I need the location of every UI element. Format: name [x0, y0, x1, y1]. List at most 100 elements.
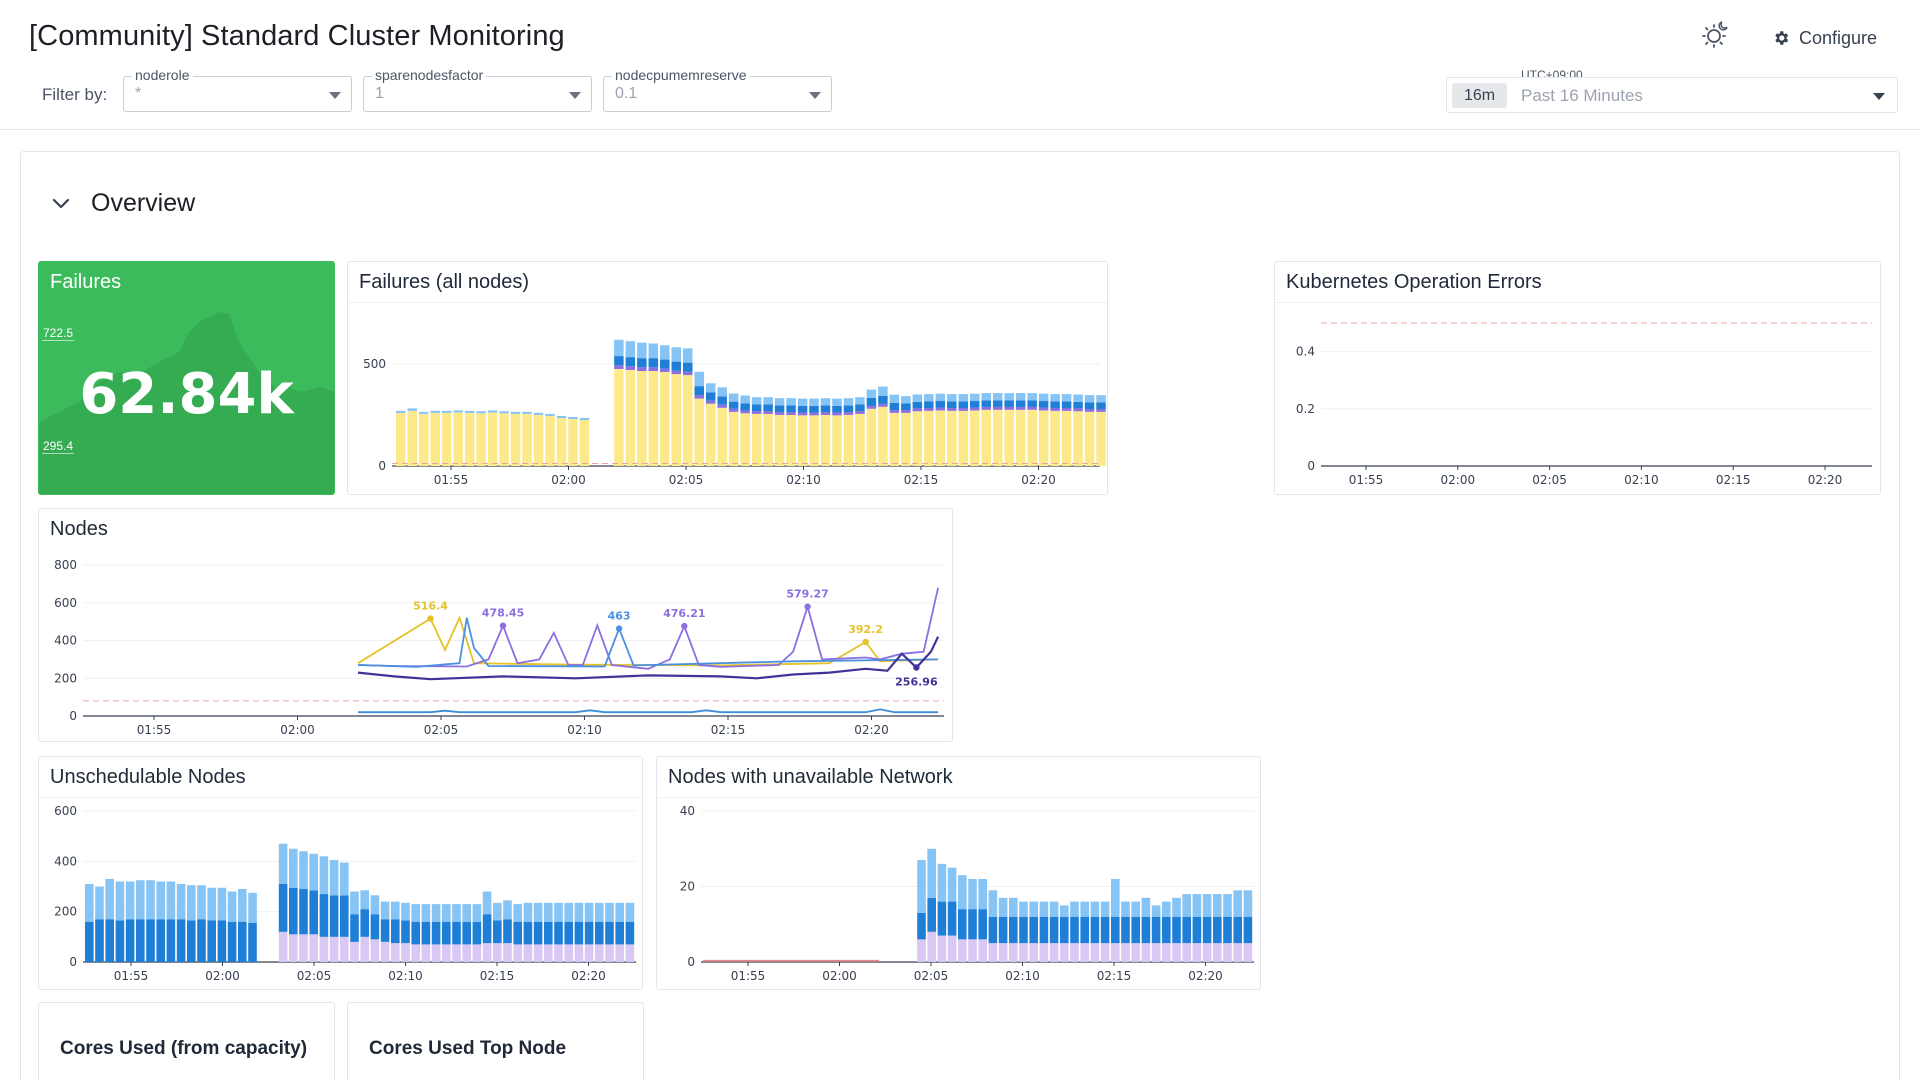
bar-segment — [1015, 409, 1026, 466]
bar-segment — [350, 891, 359, 915]
bar-segment — [156, 919, 165, 962]
bar-segment — [499, 413, 509, 466]
bar-segment — [832, 415, 842, 466]
bar-segment — [510, 411, 521, 414]
bar-segment — [1162, 916, 1171, 944]
cores-used-widget[interactable]: Cores Used (from capacity) — [38, 1002, 335, 1080]
unschedulable-chart[interactable]: 0 200 400 600 01:55 02:00 02:05 02:10 02:15 02:20 — [39, 798, 643, 990]
bar-segment — [843, 414, 854, 466]
filter-label: noderole — [132, 66, 193, 84]
bar-segment — [615, 944, 624, 962]
bar-segment — [278, 931, 288, 962]
bar-segment — [493, 902, 502, 921]
y-tick-label: 0 — [69, 709, 77, 723]
bar-segment — [970, 410, 980, 466]
bar-segment — [1070, 901, 1079, 917]
configure-button[interactable]: Configure — [1772, 24, 1877, 52]
bar-segment — [740, 413, 750, 466]
bar-segment — [309, 890, 318, 935]
bar-segment — [1172, 916, 1181, 944]
bar-segment — [705, 392, 716, 401]
bar-segment — [820, 398, 831, 406]
bar-segment — [487, 410, 498, 413]
sun-moon-icon[interactable] — [1700, 20, 1730, 50]
bar-segment — [988, 943, 998, 962]
bar-segment — [1182, 894, 1191, 917]
bar-segment — [1015, 406, 1026, 410]
bar-segment — [146, 880, 155, 920]
bar-segment — [441, 412, 452, 466]
y-tick-label: 800 — [54, 558, 77, 572]
failures-widget[interactable]: Failures 722.5 295.4 62.84k — [38, 261, 335, 495]
bar-segment — [545, 415, 555, 466]
chevron-down-icon[interactable] — [52, 195, 70, 213]
bar-segment — [866, 408, 877, 466]
bar-segment — [968, 878, 977, 910]
bar-segment — [751, 404, 762, 412]
bar-segment — [978, 909, 987, 940]
filter-sparenodesfactor[interactable]: sparenodesfactor 1 — [363, 66, 592, 112]
bar-segment — [564, 944, 573, 962]
x-tick-label: 02:05 — [424, 723, 459, 737]
failures-all-chart[interactable]: 0 500 01:55 02:00 02:05 02:10 02:15 02:20 — [348, 303, 1108, 495]
bar-segment — [614, 365, 624, 369]
bar-segment — [1039, 943, 1049, 962]
bar-segment — [533, 412, 544, 415]
bar-segment — [1213, 916, 1222, 944]
x-tick-label: 02:00 — [205, 969, 240, 983]
bar-segment — [350, 914, 359, 942]
bar-segment — [740, 410, 750, 414]
bar-segment — [625, 357, 636, 367]
bar-segment — [329, 895, 339, 937]
bar-segment — [947, 401, 957, 408]
bar-segment — [545, 413, 555, 416]
bar-segment — [391, 943, 400, 962]
bar-segment — [878, 406, 888, 466]
bar-segment — [1090, 943, 1100, 962]
annotation-point — [913, 664, 920, 671]
y-tick-label: 0 — [69, 955, 77, 969]
unavailable-network-chart[interactable]: 0 20 40 01:55 02:00 02:05 02:10 02:15 02:20 — [657, 798, 1261, 990]
bar-segment — [418, 411, 429, 414]
failures-all-nodes-widget[interactable]: Failures (all nodes) 0 500 01:55 02:00 02:05… — [347, 261, 1108, 495]
bar-segment — [421, 904, 431, 922]
bar-segment — [981, 400, 991, 407]
bar-segment — [912, 401, 923, 409]
bar-segment — [513, 944, 522, 962]
bar-segment — [442, 944, 451, 962]
bar-segment — [574, 902, 584, 922]
bar-segment — [947, 867, 957, 902]
bar-segment — [442, 904, 451, 922]
bar-segment — [660, 368, 670, 373]
unschedulable-nodes-widget[interactable]: Unschedulable Nodes 0 200 400 600 01:55 02:00… — [38, 756, 643, 990]
bar-segment — [309, 934, 318, 962]
bar-segment — [370, 895, 380, 915]
bar-segment — [1223, 943, 1232, 962]
filter-noderole[interactable]: noderole * — [123, 66, 352, 112]
bar-segment — [912, 408, 923, 412]
k8s-errors-chart[interactable]: 0 0.2 0.4 01:55 02:00 02:05 02:10 02:15 02:20 — [1275, 303, 1881, 495]
bar-segment — [751, 411, 762, 414]
bar-segment — [1172, 943, 1181, 962]
x-tick-label: 02:20 — [571, 969, 606, 983]
annotation-label: 478.45 — [482, 607, 524, 620]
bar-segment — [786, 412, 796, 415]
bar-segment — [1131, 901, 1140, 917]
bar-segment — [751, 413, 762, 466]
bar-segment — [1050, 394, 1060, 402]
bar-segment — [595, 944, 604, 962]
widget-title: Unschedulable Nodes — [50, 766, 246, 788]
bar-segment — [584, 902, 594, 922]
bar-segment — [1027, 393, 1037, 401]
unavailable-network-widget[interactable]: Nodes with unavailable Network 0 20 40 01:5… — [656, 756, 1261, 990]
time-range-picker[interactable]: 16m Past 16 Minutes — [1446, 77, 1898, 113]
cores-top-node-widget[interactable]: Cores Used Top Node — [347, 1002, 644, 1080]
bar-segment — [947, 901, 957, 936]
nodes-widget[interactable]: Nodes 0 200 400 600 800 01:55 02:00 02:05 02:10 0… — [38, 508, 953, 742]
k8s-errors-widget[interactable]: Kubernetes Operation Errors 0 0.2 0.4 01:55… — [1274, 261, 1881, 495]
annotation-point — [499, 622, 507, 629]
bar-segment — [1213, 894, 1222, 917]
bar-segment — [487, 412, 498, 466]
nodes-chart[interactable]: 0 200 400 600 800 01:55 02:00 02:05 02:10 02:15 02… — [39, 550, 953, 742]
filter-nodecpumemreserve[interactable]: nodecpumemreserve 0.1 — [603, 66, 832, 112]
